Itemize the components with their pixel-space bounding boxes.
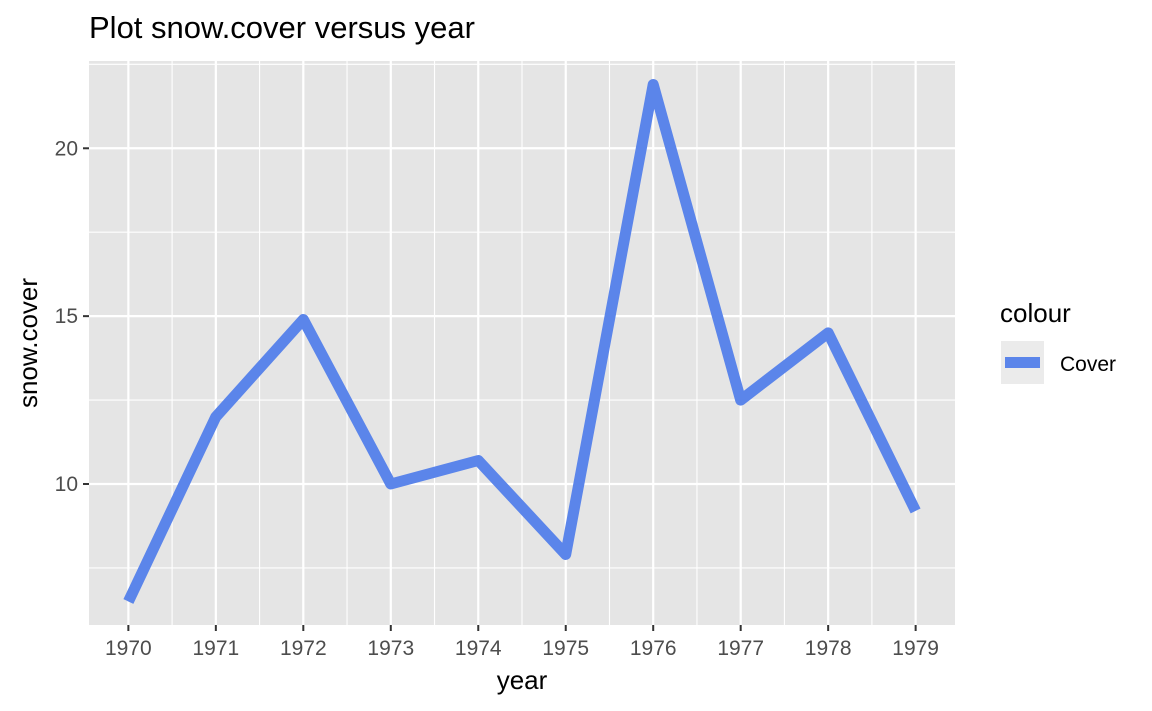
data-point: [653, 84, 654, 85]
data-point: [303, 319, 304, 320]
data-point: [215, 416, 216, 417]
data-point: [740, 400, 741, 401]
y-tick-label: 15: [55, 305, 78, 328]
data-point: [128, 601, 129, 602]
y-tick-label: 10: [55, 473, 78, 496]
data-point: [478, 460, 479, 461]
data-point: [390, 484, 391, 485]
chart-title: Plot snow.cover versus year: [89, 10, 475, 45]
x-tick-label: 1970: [105, 637, 152, 660]
x-tick-label: 1972: [280, 637, 327, 660]
x-axis-title: year: [497, 665, 548, 695]
series-line-cover: [123, 79, 921, 604]
legend: colour Cover: [1000, 298, 1116, 384]
x-tick-label: 1973: [367, 637, 414, 660]
x-tick-label: 1975: [542, 637, 589, 660]
x-tick-label: 1976: [630, 637, 677, 660]
x-tick-label: 1979: [892, 637, 939, 660]
data-point: [828, 332, 829, 333]
legend-title: colour: [1000, 298, 1071, 328]
minor-gridlines: [89, 61, 955, 625]
x-tick-label: 1974: [455, 637, 502, 660]
y-axis: 10 15 20: [55, 137, 89, 496]
x-axis: 1970 1971 1972 1973 1974 1975 1976 1977 1978 1979: [105, 625, 939, 660]
data-point: [915, 510, 916, 511]
y-tick-label: 20: [55, 137, 78, 160]
legend-label-cover: Cover: [1060, 353, 1116, 376]
x-tick-label: 1978: [805, 637, 852, 660]
data-point: [565, 554, 566, 555]
series-layer: [123, 79, 921, 604]
x-tick-label: 1971: [192, 637, 239, 660]
x-tick-label: 1977: [717, 637, 764, 660]
y-axis-title: snow.cover: [13, 278, 43, 408]
